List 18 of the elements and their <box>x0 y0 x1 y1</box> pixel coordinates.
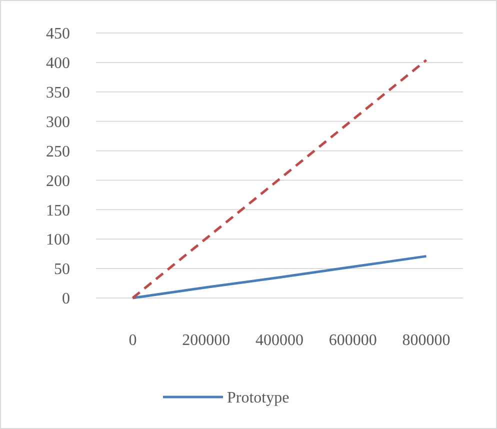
x-tick-label: 800000 <box>402 332 450 349</box>
x-tick-label: 400000 <box>256 332 304 349</box>
y-tick-label: 450 <box>46 26 70 43</box>
x-tick-label: 200000 <box>182 332 230 349</box>
y-tick-label: 50 <box>54 261 70 278</box>
x-tick-label: 600000 <box>328 332 377 349</box>
y-tick-label: 150 <box>46 202 70 220</box>
y-tick-label: 250 <box>46 143 70 160</box>
y-tick-label: 400 <box>46 55 70 72</box>
y-tick-label: 200 <box>46 172 70 190</box>
legend-label: Prototype <box>227 390 290 407</box>
line-series <box>131 254 428 300</box>
y-tick-label: 350 <box>46 84 70 102</box>
x-tick-label: 0 <box>128 332 137 349</box>
line-series <box>131 58 428 300</box>
y-tick-label: 100 <box>46 232 70 249</box>
y-tick-label: 0 <box>62 290 70 308</box>
y-tick-label: 300 <box>46 114 70 131</box>
